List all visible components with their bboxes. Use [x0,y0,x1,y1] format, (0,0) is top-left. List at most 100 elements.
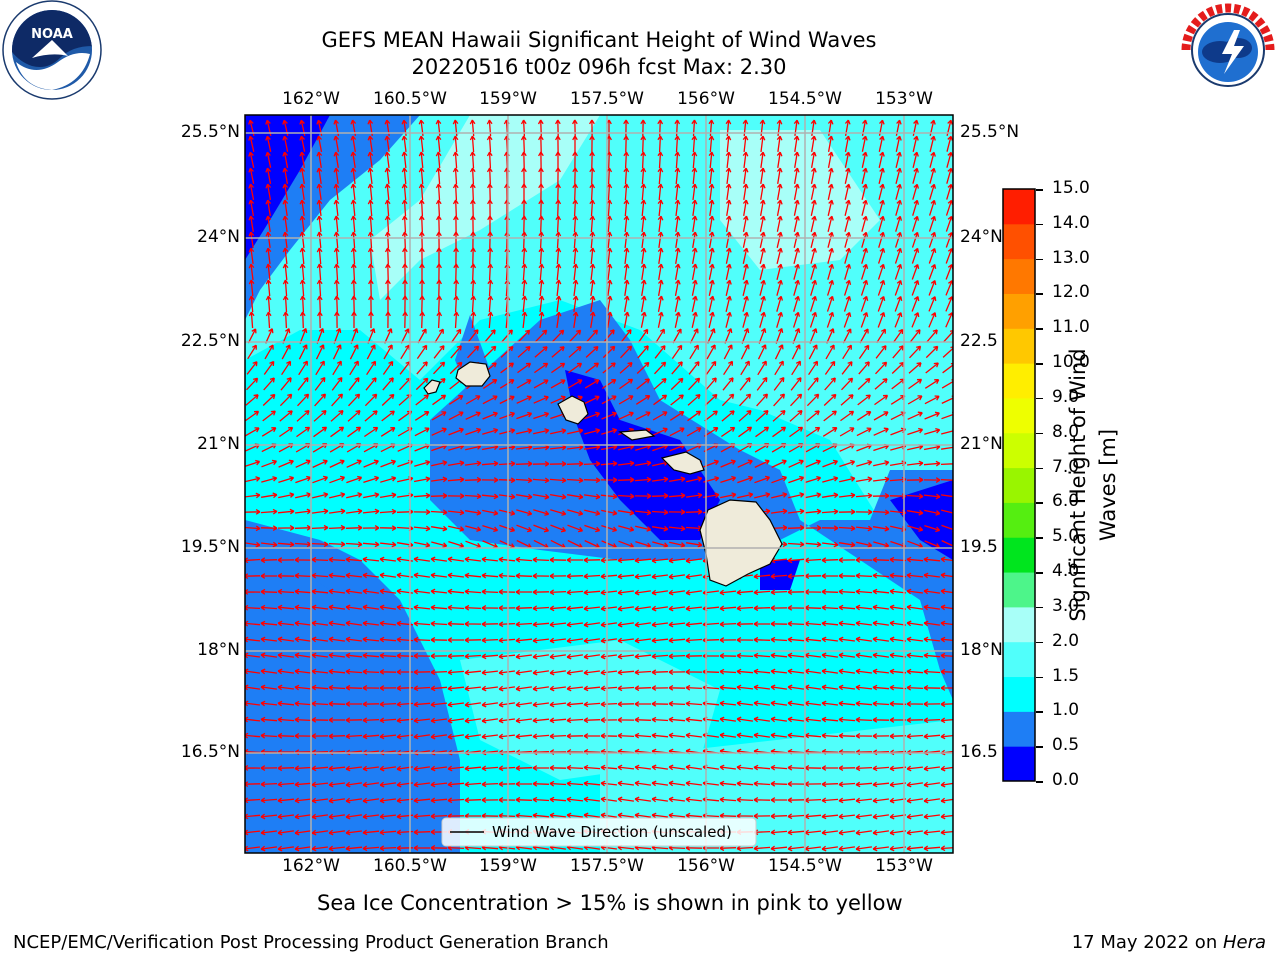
wave-direction-arrow [872,620,889,627]
wave-direction-arrow [549,637,566,644]
wave-direction-arrow [277,716,295,723]
wave-direction-arrow [923,765,940,772]
wave-direction-arrow [877,263,886,280]
wave-direction-arrow [657,151,664,169]
wave-direction-arrow [736,637,754,643]
wave-direction-arrow [589,247,596,265]
wave-direction-arrow [670,377,684,391]
wave-direction-arrow [691,247,698,265]
wave-direction-arrow [719,780,737,787]
wave-direction-arrow [787,541,805,548]
wave-direction-arrow [583,796,600,803]
colorbar-tick-mark [1036,781,1043,783]
wave-direction-arrow [260,573,277,579]
wave-direction-arrow [572,167,578,185]
wave-direction-arrow [637,345,649,359]
wave-direction-arrow [261,476,278,483]
wave-direction-arrow [481,556,498,563]
wave-direction-arrow [413,685,431,692]
wave-direction-arrow [364,393,378,407]
wave-direction-arrow [413,813,431,820]
wave-direction-arrow [433,361,446,375]
wave-direction-arrow [821,557,839,564]
wave-direction-arrow [328,765,346,772]
wave-direction-arrow [413,476,431,483]
lon-tick-bottom: 156°W [677,856,735,876]
wave-direction-arrow [419,247,425,265]
wave-direction-arrow [708,151,715,169]
wave-direction-arrow [736,668,754,675]
wave-direction-arrow [668,476,686,483]
wave-direction-arrow [589,199,596,217]
wave-direction-arrow [549,701,567,708]
wave-direction-arrow [855,700,873,707]
wave-direction-arrow [617,493,635,500]
wave-direction-arrow [447,588,465,595]
wave-direction-arrow [787,813,805,820]
wave-direction-arrow [245,732,261,739]
wave-direction-arrow [260,604,278,611]
wave-direction-arrow [245,684,260,691]
wave-direction-arrow [685,684,703,691]
wave-direction-arrow [401,135,408,152]
wave-direction-arrow [538,183,544,201]
wave-direction-arrow [555,151,561,168]
wave-direction-arrow [364,426,379,438]
wave-direction-arrow [793,151,800,169]
wave-direction-arrow [753,605,771,612]
wave-direction-arrow [294,636,311,643]
wave-direction-arrow [674,135,681,153]
wave-direction-arrow [246,361,258,375]
wave-direction-arrow [685,653,703,659]
wave-direction-arrow [498,733,515,740]
colorbar-tick-label: 11.0 [1052,317,1090,338]
wave-direction-arrow [839,427,855,437]
wave-direction-arrow [362,813,379,820]
wave-direction-arrow [708,215,715,233]
wave-direction-arrow [740,344,750,360]
wave-direction-arrow [515,556,533,563]
wave-direction-arrow [265,279,272,297]
wave-direction-arrow [600,685,618,692]
wave-direction-arrow [464,781,482,788]
wave-direction-arrow [634,701,651,707]
wave-direction-arrow [436,247,442,264]
wave-direction-arrow [823,393,837,406]
wave-direction-arrow [278,492,295,499]
wave-direction-arrow [583,764,601,771]
wave-direction-arrow [447,493,465,499]
wave-direction-arrow [533,379,549,389]
wave-direction-arrow [555,167,561,185]
wave-direction-arrow [827,151,834,169]
wave-direction-arrow [719,700,736,707]
wave-direction-arrow [330,426,345,438]
wave-direction-arrow [770,605,788,611]
wave-direction-arrow [906,604,923,611]
wave-direction-arrow [521,215,527,233]
wave-direction-arrow [623,279,630,296]
wave-direction-arrow [382,360,394,375]
wave-direction-arrow [299,151,306,169]
wave-direction-arrow [775,327,784,344]
wave-direction-arrow [572,135,578,152]
wave-direction-arrow [379,604,396,611]
wave-direction-arrow [623,311,630,329]
wave-direction-arrow [567,509,584,516]
wave-direction-arrow [498,572,516,579]
wave-direction-arrow [248,135,255,152]
wave-direction-arrow [634,764,651,771]
wave-direction-arrow [685,573,702,580]
wave-direction-arrow [265,167,272,185]
wave-direction-arrow [651,509,669,516]
wave-direction-arrow [720,459,736,468]
lon-tick-top: 154.5°W [768,89,842,109]
wave-direction-arrow [260,492,278,499]
wave-direction-arrow [413,636,431,643]
wave-direction-arrow [282,199,289,216]
wave-direction-arrow [719,764,736,771]
wave-direction-arrow [260,732,278,739]
wave-direction-arrow [787,668,804,675]
wave-direction-arrow [245,716,261,723]
wave-direction-arrow [860,295,869,312]
colorbar-tick-label: 14.0 [1052,212,1090,233]
